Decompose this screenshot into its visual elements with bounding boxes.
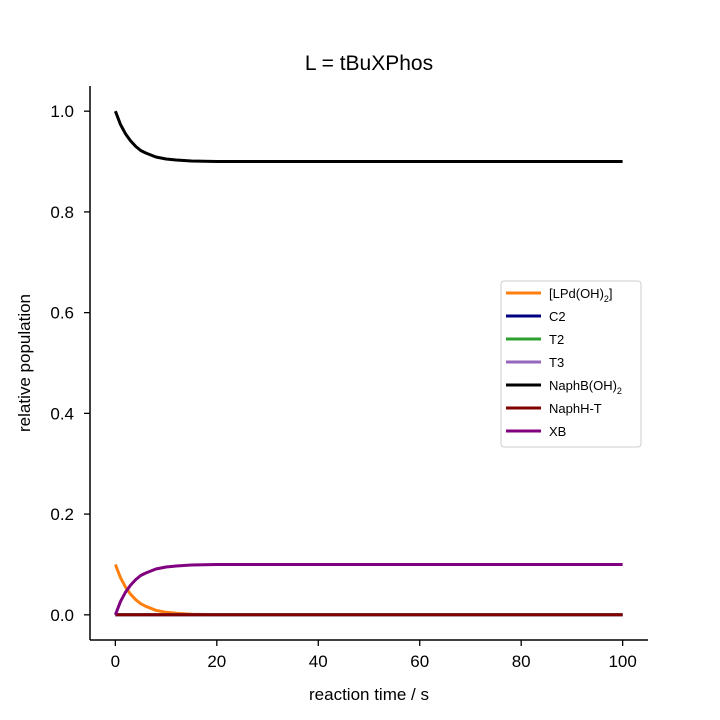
x-tick-label: 0	[111, 652, 120, 671]
legend-label-text: NaphH-T	[549, 401, 602, 416]
y-ticks: 0.0 0.2 0.4 0.6 0.8 1.0	[50, 102, 90, 625]
x-tick-label: 60	[410, 652, 429, 671]
legend-label: T2	[549, 332, 564, 347]
x-axis-label: reaction time / s	[309, 685, 429, 704]
y-tick-label: 0.4	[50, 404, 74, 423]
legend-label-subscript: 2	[617, 386, 622, 396]
legend-label: T3	[549, 355, 564, 370]
series-line-naphb-oh-2	[113, 110, 623, 163]
legend-frame	[500, 280, 642, 448]
series-line-xb	[113, 563, 623, 616]
y-tick-label: 1.0	[50, 102, 74, 121]
legend-label-text: NaphB(OH)	[549, 378, 617, 393]
chart-title: L = tBuXPhos	[305, 52, 433, 75]
legend-label: NaphH-T	[549, 401, 602, 416]
legend-label-text: T3	[549, 355, 564, 370]
legend-label: XB	[549, 424, 566, 439]
y-tick-label: 0.2	[50, 505, 74, 524]
y-tick-label: 0.8	[50, 203, 74, 222]
y-tick-label: 0.6	[50, 304, 74, 323]
legend-label-suffix: ]	[609, 286, 613, 301]
x-tick-label: 100	[608, 652, 636, 671]
y-axis-label: relative population	[15, 294, 34, 432]
legend-label: [LPd(OH)2]	[549, 286, 613, 304]
legend-label: C2	[549, 309, 566, 324]
legend-label-text: [LPd(OH)	[549, 286, 604, 301]
x-tick-label: 80	[512, 652, 531, 671]
axes	[89, 86, 648, 641]
legend-label-text: T2	[549, 332, 564, 347]
legend-label-text: C2	[549, 309, 566, 324]
series-lines	[113, 110, 623, 617]
y-tick-label: 0.0	[50, 606, 74, 625]
x-tick-label: 40	[309, 652, 328, 671]
legend-label: NaphB(OH)2	[549, 378, 622, 396]
x-ticks: 0 20 40 60 80 100	[111, 640, 637, 671]
legend-label-subscript: 2	[604, 294, 609, 304]
x-tick-label: 20	[207, 652, 226, 671]
legend-label-text: XB	[549, 424, 566, 439]
